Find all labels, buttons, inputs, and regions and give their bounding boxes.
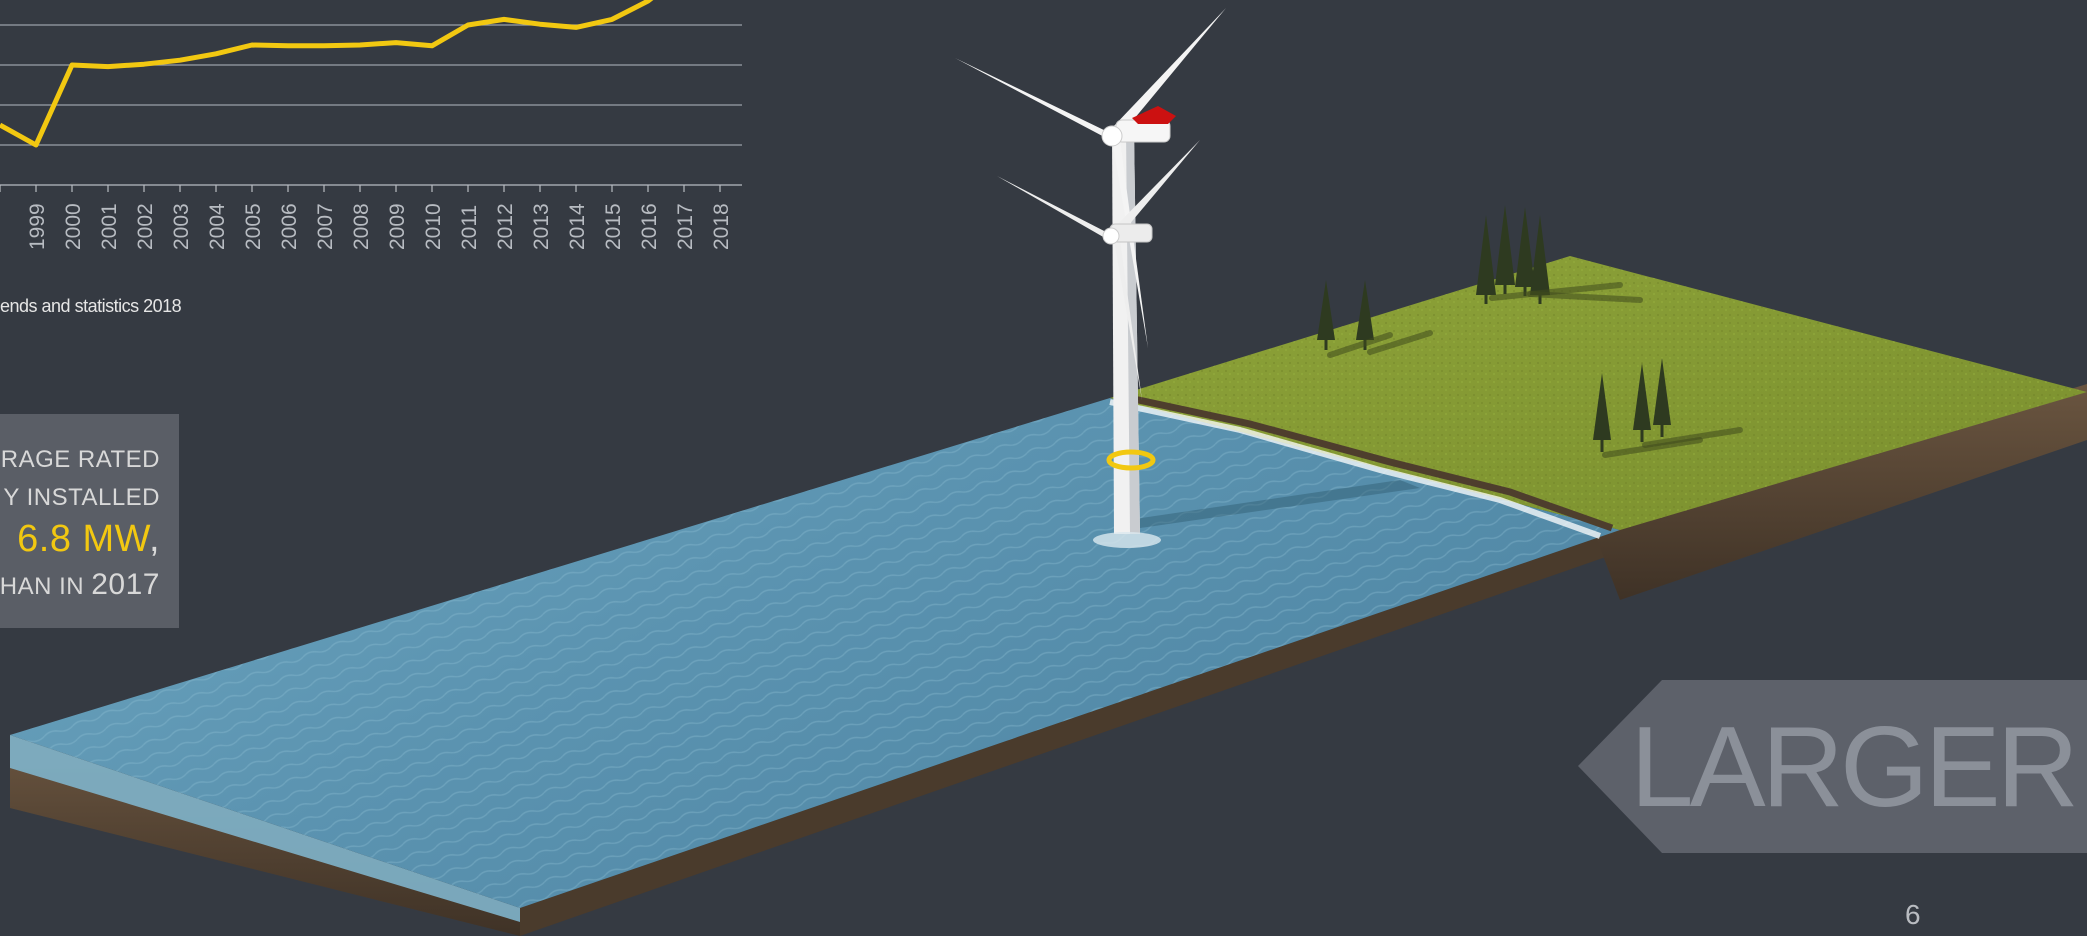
chart-x-tick-label: 2001 [98,203,121,250]
stat-line-2: Y INSTALLED [3,484,160,511]
turbine-rotor-lower [997,140,1200,400]
chart-svg: 1999 2000 2001 2002 2003 2004 2005 2006 2007 2008… [0,0,742,250]
chart-x-tick-label: 2010 [422,203,445,250]
rated-capacity-chart: 1999 2000 2001 2002 2003 2004 2005 2006 2007 2008… [0,0,760,260]
chart-series-line [0,0,654,148]
page-number: 6 [1905,899,1921,930]
land-slab-front-face [1595,384,2087,600]
source-note: ends and statistics 2018 [0,296,182,316]
chart-x-tick-label: 2017 [674,203,697,250]
grass-texture [1110,256,2087,530]
stat-value-text: 6.8 MW [17,518,149,560]
stat-line-4: HAN IN 2017 [0,568,160,602]
stat-line-1: RAGE RATED [0,446,160,473]
chart-x-tick-label: 2008 [350,203,373,250]
chart-x-tick-label: 2002 [134,203,157,250]
chart-x-tick-label: 2016 [638,203,661,250]
chart-x-tick-label: 1999 [26,203,49,250]
chart-x-tick-label: 2003 [170,203,193,250]
larger-banner-label: LARGER [1630,704,2079,831]
shoreline-soil [1119,392,1614,532]
turbine-base-splash [1093,532,1161,548]
chart-x-tick-label: 2007 [314,203,337,250]
chart-x-tick-label: 2004 [206,203,229,250]
chart-x-tick-label: 2015 [602,203,625,250]
chart-x-tick-label: 2005 [242,203,265,250]
shoreline-foam [1109,399,1602,539]
chart-x-tick-label: 2012 [494,203,517,250]
larger-banner-arrow [1578,680,2087,853]
chart-x-tick-label: 2014 [566,203,589,250]
chart-x-tick-label: 2000 [62,203,85,250]
stat-line-4-prefix: HAN IN [0,573,85,600]
tree-shadows [1327,282,1743,458]
turbine-rotor-upper [955,8,1226,348]
chart-x-tick-label: 2018 [710,203,733,250]
stat-value: 6.8 MW, [17,518,160,561]
chart-x-tick-label: 2009 [386,203,409,250]
water-slab-right-face [520,530,1620,936]
chart-x-tick-label: 2013 [530,203,553,250]
stat-callout-box: RAGE RATED Y INSTALLED 6.8 MW, HAN IN 20… [0,414,179,628]
turbine-shadow [1128,480,1420,528]
chart-x-tick-label: 2006 [278,203,301,250]
chart-x-tick-label: 2011 [458,205,481,250]
stat-line-4-year: 2017 [91,568,160,601]
stat-value-comma: , [148,518,160,560]
water-slab-front-side [10,735,520,922]
water-ripples [10,398,1620,908]
turbine-platform [1106,449,1156,471]
